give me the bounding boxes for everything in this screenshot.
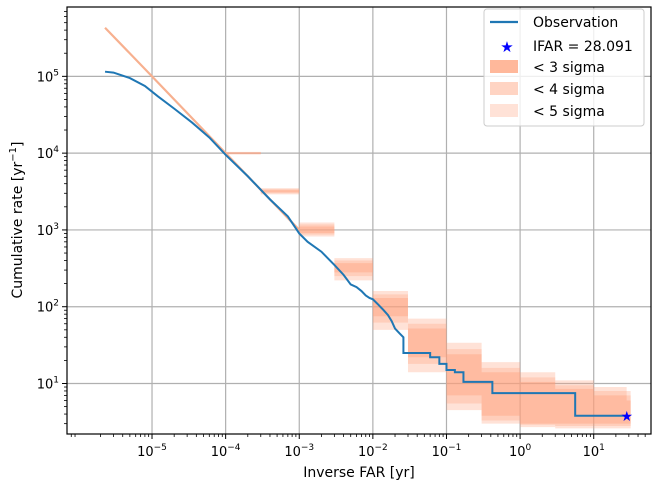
x-tick-label-4: 10−1 [432,443,462,460]
legend-frame [483,8,645,127]
axes-frame [66,6,652,435]
sigma-band-1 [225,152,631,426]
y-tick-label-0: 101 [37,376,59,393]
y-axis-label-exponent: −1 [8,147,19,162]
x-tick-label-3: 10−2 [358,443,388,460]
sigma-bands [225,151,631,429]
legend-sigma4-label: < 4 sigma [533,82,605,98]
ticks: 10−5 10−4 10−3 10−2 10−1 100 101 101 102 103 104 10… [37,11,646,460]
legend-ifar-star-icon: ★ [500,38,513,56]
axes [66,6,652,435]
legend-sigma4-swatch [490,82,518,95]
x-tick-label-1: 10−4 [211,443,241,460]
legend-sigma3-swatch [490,60,518,73]
y-tick-label-1: 102 [37,299,59,316]
series-lines: ★ [104,26,633,425]
x-tick-label-6: 101 [583,443,605,460]
y-tick-label-3: 104 [37,145,60,162]
sigma-band-2 [225,152,631,424]
legend-observation-label: Observation [533,15,618,31]
legend-ifar-label: IFAR = 28.091 [533,39,633,55]
legend: Observation ★ IFAR = 28.091 < 3 sigma < … [483,8,645,127]
x-tick-label-2: 10−3 [284,443,314,460]
y-axis-label: Cumulative rate [yr−1] [8,142,26,299]
x-tick-label-0: 10−5 [137,443,167,460]
sigma-band-0 [225,151,631,429]
observation-line [104,70,627,417]
x-tick-label-5: 100 [509,443,532,460]
legend-sigma5-label: < 5 sigma [533,104,605,120]
y-axis-label-close: ] [10,142,26,147]
grid [67,7,651,434]
legend-sigma3-label: < 3 sigma [533,60,605,76]
y-tick-label-2: 103 [37,222,59,239]
y-axis-label-main: Cumulative rate [yr [10,161,26,298]
y-tick-label-4: 105 [37,68,59,85]
ifar-star-marker: ★ [620,409,633,425]
legend-sigma5-swatch [490,104,518,117]
x-axis-label: Inverse FAR [yr] [303,465,415,481]
